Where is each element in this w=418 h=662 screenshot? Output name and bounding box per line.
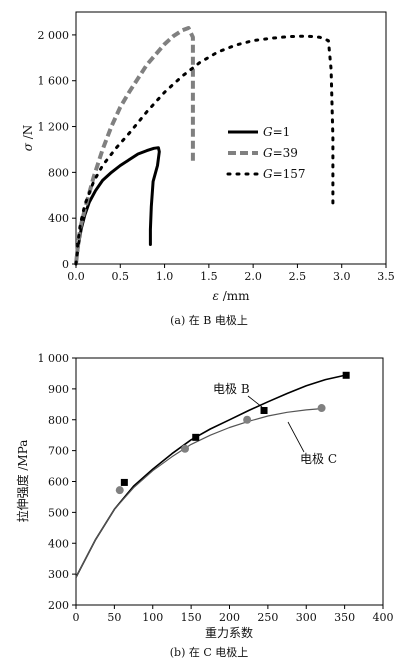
x-tick-label: 0.5 — [112, 270, 130, 283]
chart-a: 0.0 0.5 1.0 1.5 2.0 2.5 3.0 3.5 0 400 800 1 200 1 6… — [21, 11, 395, 327]
chart-a-x-ticks: 0.0 0.5 1.0 1.5 2.0 2.5 3.0 3.5 — [67, 264, 395, 283]
x-tick-label: 400 — [373, 611, 394, 624]
y-tick-label: 0 — [62, 258, 69, 271]
chart-a-legend: G=1 G=39 G=157 — [226, 125, 306, 181]
y-tick-label: 600 — [48, 476, 69, 489]
y-tick-label: 400 — [48, 212, 69, 225]
chart-b-leader-line-b — [247, 395, 263, 408]
y-tick-label: 1 000 — [38, 352, 70, 365]
chart-b: 0 50 100 150 200 250 300 350 400 200 300 400 500 600… — [15, 352, 394, 659]
legend-label-g157: G=157 — [263, 167, 306, 181]
y-tick-label: 300 — [48, 568, 69, 581]
legend-label-g1: G=1 — [263, 125, 290, 139]
x-tick-label: 200 — [219, 611, 240, 624]
x-tick-label: 300 — [296, 611, 317, 624]
chart-b-leader-line-c — [287, 421, 305, 453]
x-tick-label: 350 — [334, 611, 355, 624]
x-tick-label: 3.5 — [377, 270, 395, 283]
x-tick-label: 1.5 — [200, 270, 218, 283]
data-point-b — [260, 406, 268, 414]
x-tick-label: 2.0 — [244, 270, 262, 283]
chart-a-x-axis-label: ε /mm — [212, 289, 250, 303]
x-tick-label: 3.0 — [333, 270, 351, 283]
y-tick-label: 400 — [48, 537, 69, 550]
chart-b-y-ticks: 200 300 400 500 600 700 800 900 1 000 — [38, 352, 76, 612]
data-point-b — [192, 433, 200, 441]
y-tick-label: 500 — [48, 506, 69, 519]
chart-b-series-label-c: 电极 C — [300, 452, 337, 466]
x-tick-label: 250 — [257, 611, 278, 624]
y-tick-label: 800 — [48, 414, 69, 427]
data-point-c — [243, 415, 252, 424]
data-point-b — [342, 371, 350, 379]
y-tick-label: 200 — [48, 599, 69, 612]
chart-a-plot-frame — [75, 11, 387, 265]
legend-label-g39: G=39 — [263, 146, 298, 160]
x-tick-label: 50 — [107, 611, 121, 624]
chart-b-x-axis-label: 重力系数 — [205, 625, 253, 640]
chart-b-series — [75, 371, 350, 578]
data-point-b — [120, 478, 128, 486]
x-tick-label: 0 — [73, 611, 80, 624]
y-tick-label: 1 600 — [38, 75, 70, 88]
chart-b-y-axis-label: 拉伸强度 /MPa — [15, 440, 30, 523]
series-line-g1 — [74, 146, 161, 266]
series-line-g39 — [74, 26, 195, 265]
y-tick-label: 1 200 — [38, 121, 70, 134]
chart-b-series-label-b: 电极 B — [213, 382, 250, 396]
x-tick-label: 100 — [142, 611, 163, 624]
data-point-c — [180, 444, 189, 453]
chart-a-y-ticks: 0 400 800 1 200 1 600 2 000 — [38, 29, 76, 271]
y-tick-label: 700 — [48, 445, 69, 458]
chart-b-caption: (b) 在 C 电极上 — [170, 645, 249, 659]
chart-b-x-ticks: 0 50 100 150 200 250 300 350 400 — [73, 605, 394, 624]
x-tick-label: 150 — [181, 611, 202, 624]
y-tick-label: 900 — [48, 383, 69, 396]
x-tick-label: 2.5 — [289, 270, 307, 283]
chart-a-series — [74, 26, 335, 266]
data-point-c — [115, 486, 124, 495]
x-tick-label: 0.0 — [67, 270, 85, 283]
chart-a-y-axis-label: σ /N — [21, 125, 35, 152]
y-tick-label: 2 000 — [38, 29, 70, 42]
chart-a-caption: (a) 在 B 电极上 — [170, 313, 248, 327]
fit-curve-b — [75, 374, 347, 578]
data-point-c — [317, 404, 326, 413]
y-tick-label: 800 — [48, 166, 69, 179]
x-tick-label: 1.0 — [156, 270, 174, 283]
series-line-g157 — [74, 34, 335, 266]
fit-curve-c — [75, 408, 322, 578]
